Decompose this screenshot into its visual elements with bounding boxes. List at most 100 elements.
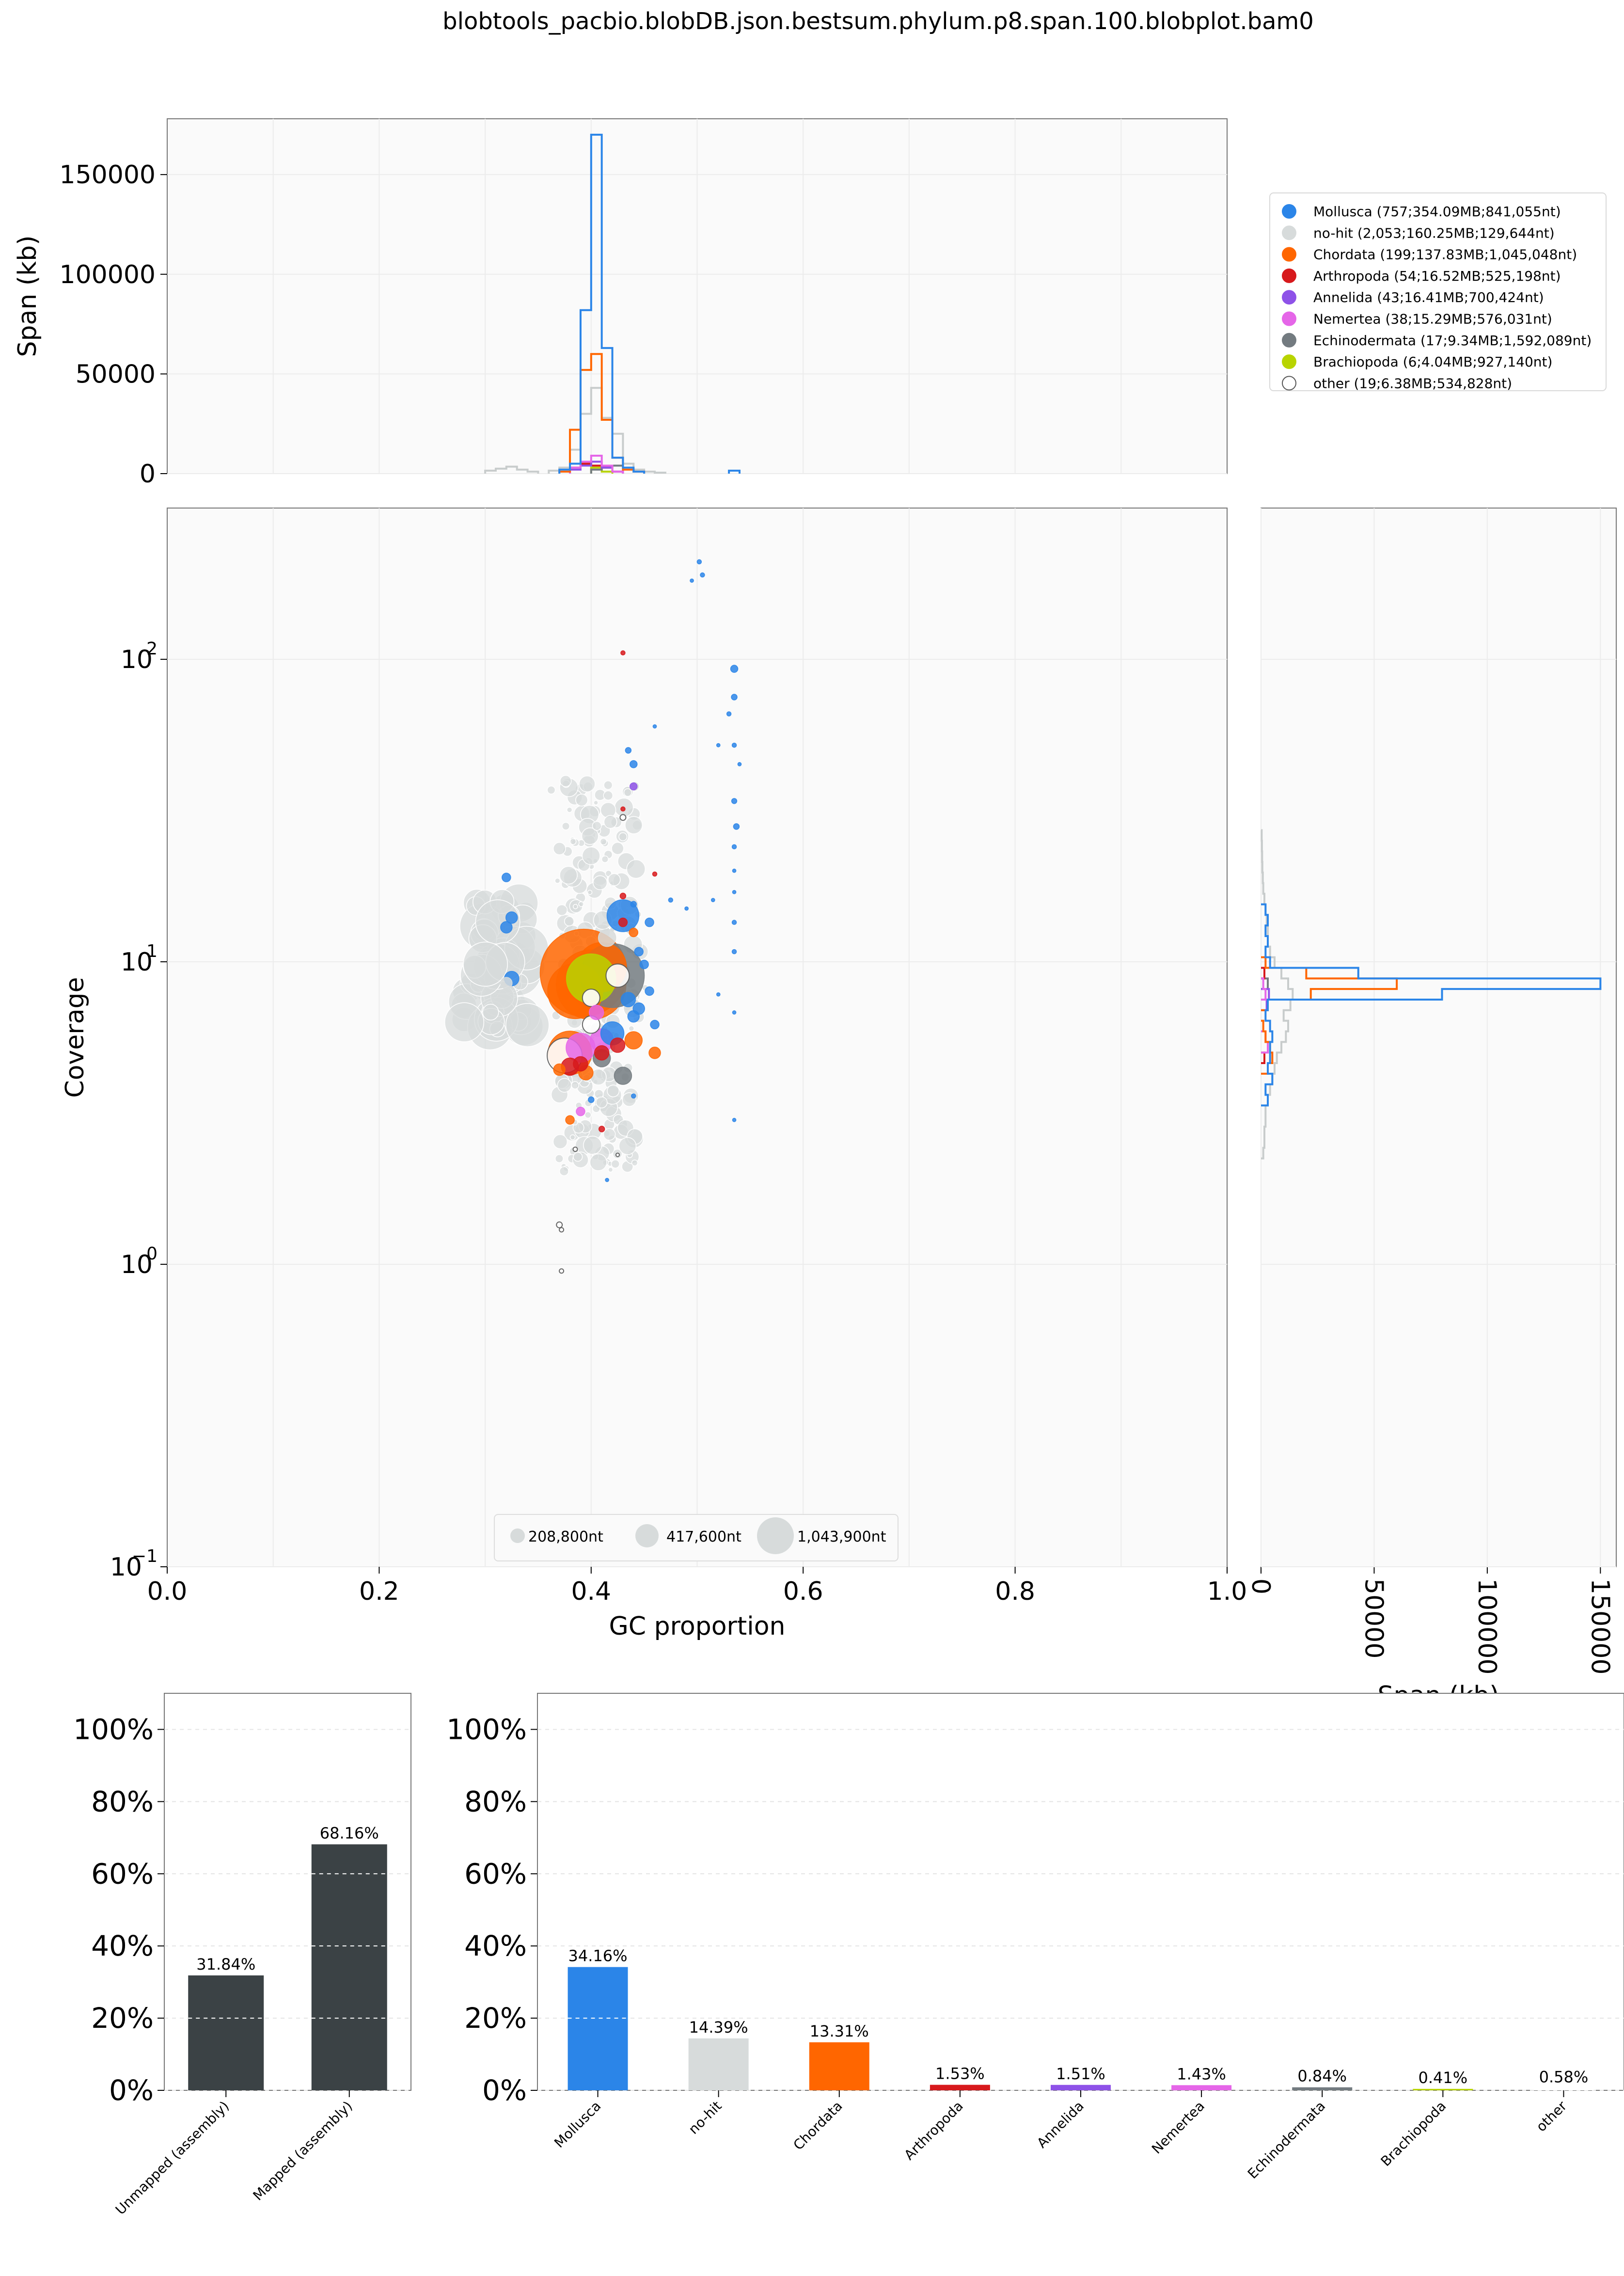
y-axis-label: Coverage: [61, 977, 90, 1098]
bar-echinodermata: [1292, 2087, 1353, 2090]
y-axis-label: Span (kb): [13, 235, 42, 357]
bar-category-label: Arthropoda: [901, 2098, 966, 2164]
blob-point-mollusca: [732, 890, 737, 894]
gc-hist-step-no-hit: [484, 387, 666, 474]
blob-point-mollusca: [726, 711, 732, 716]
blob-point-mollusca: [716, 743, 721, 748]
blob-point-no-hit: [587, 890, 593, 895]
legend-marker-mollusca: [1282, 204, 1296, 219]
bar-brachiopoda: [1413, 2088, 1473, 2090]
blob-point-no-hit: [598, 928, 616, 947]
size-legend-circle: [510, 1528, 525, 1543]
blob-point-no-hit: [556, 904, 568, 916]
blob-point-no-hit: [603, 790, 614, 801]
coverage-hist-step-mollusca: [1261, 903, 1602, 1107]
blob-point-chordata: [565, 1115, 575, 1125]
blob-point-mollusca: [732, 868, 737, 873]
x-tick-label: 0.8: [995, 1577, 1035, 1606]
taxa-legend: Mollusca (757;354.09MB;841,055nt) no-hit …: [1269, 192, 1607, 391]
blob-point-no-hit: [608, 873, 621, 886]
bar-category-label: no-hit: [685, 2098, 725, 2137]
blob-point-no-hit: [571, 1081, 580, 1090]
bar-value-label: 1.43%: [1177, 2065, 1226, 2083]
size-legend-box: [494, 1514, 899, 1561]
blob-point-arthropoda: [620, 650, 626, 656]
blob-point-mollusca: [630, 901, 637, 907]
legend-marker-annelida: [1282, 290, 1296, 305]
y-tick-label: 0%: [482, 2074, 527, 2107]
blob-point-mollusca: [732, 1117, 737, 1122]
y-tick-label: 60%: [91, 1857, 154, 1890]
y-tick-label: 100%: [73, 1713, 154, 1746]
legend-label-arthropoda: Arthropoda (54;16.52MB;525,198nt): [1313, 268, 1561, 284]
size-legend-circle: [635, 1524, 659, 1547]
bar-value-label: 0.58%: [1539, 2068, 1589, 2086]
blob-point-no-hit: [603, 1128, 616, 1141]
legend-marker-arthropoda: [1282, 268, 1296, 283]
blob-point-mollusca: [620, 992, 636, 1007]
blob-point-arthropoda: [620, 806, 626, 812]
blob-point-mollusca: [730, 665, 739, 673]
blob-point-no-hit: [573, 904, 578, 909]
blob-point-mollusca: [700, 572, 705, 578]
blob-point-no-hit: [554, 1154, 564, 1163]
y-tick-label: 40%: [464, 1929, 527, 1962]
blob-point-mollusca: [737, 762, 742, 766]
blob-point-mollusca: [731, 742, 737, 748]
blob-point-mollusca: [632, 1002, 645, 1015]
blob-point-mollusca: [502, 873, 511, 882]
blob-point-chordata: [624, 1031, 643, 1050]
blob-point-mollusca: [668, 897, 674, 903]
blob-point-mollusca: [500, 921, 513, 934]
blob-point-no-hit: [607, 1084, 620, 1098]
bar-value-label: 1.53%: [935, 2065, 985, 2083]
blob-point-arthropoda: [618, 917, 628, 927]
blob-point-no-hit: [599, 838, 607, 845]
blob-point-mollusca: [630, 760, 638, 768]
bar-nemertea: [1171, 2085, 1232, 2090]
blob-point-arthropoda: [652, 871, 658, 877]
blob-point-no-hit: [583, 1135, 602, 1155]
y-tick-label: 10: [121, 948, 153, 977]
legend-marker-other: [1282, 376, 1296, 391]
blob-point-no-hit: [463, 941, 508, 987]
blob-point-mollusca: [645, 917, 654, 927]
blob-point-no-hit: [618, 832, 628, 842]
blob-point-mollusca: [645, 986, 654, 996]
blob-point-no-hit: [575, 794, 588, 807]
figure-title: blobtools_pacbio.blobDB.json.bestsum.phy…: [442, 8, 1314, 35]
size-legend-circle: [757, 1517, 794, 1554]
x-tick-label: 0.2: [359, 1577, 399, 1606]
bar-category-label: Chordata: [790, 2098, 846, 2153]
blob-point-mollusca: [696, 559, 702, 565]
taxa-mapping-bar-chart: 0% 20% 40% 60% 80% 100% 34.16% Mollusca 14.39% no…: [446, 1693, 1624, 2182]
y-tick-label: 0: [140, 460, 156, 489]
blob-point-mollusca: [650, 1019, 660, 1030]
bar-chordata: [809, 2042, 869, 2090]
x-tick-label: 0.6: [783, 1577, 823, 1606]
blob-point-no-hit: [601, 855, 609, 863]
bar-category-label: Echinodermata: [1245, 2098, 1328, 2182]
y-tick-exponent: 2: [146, 639, 158, 659]
blob-point-arthropoda: [610, 1037, 626, 1053]
y-tick-label: 20%: [91, 2002, 154, 2035]
x-tick-label: 1.0: [1207, 1577, 1247, 1606]
blob-point-no-hit: [593, 800, 599, 806]
gc-span-histogram: 0 50000 100000 150000 Span (kb): [13, 118, 1228, 489]
y-tick-exponent: 1: [146, 941, 158, 961]
blob-point-no-hit: [603, 780, 613, 790]
bar-annelida: [1051, 2085, 1111, 2090]
blob-point-no-hit: [573, 1152, 583, 1162]
bar-unmapped-assembly-: [188, 1975, 264, 2090]
blob-point-no-hit: [581, 827, 599, 845]
bar-mapped-assembly-: [311, 1844, 387, 2090]
blob-point-mollusca: [732, 1010, 737, 1015]
x-tick-label: 0.4: [571, 1577, 611, 1606]
blob-point-arthropoda: [619, 892, 627, 900]
blob-point-echinodermata: [614, 1066, 632, 1085]
bar-category-label: other: [1533, 2098, 1570, 2134]
blob-point-other: [572, 1146, 578, 1152]
x-tick-label: 150000: [1585, 1578, 1614, 1675]
